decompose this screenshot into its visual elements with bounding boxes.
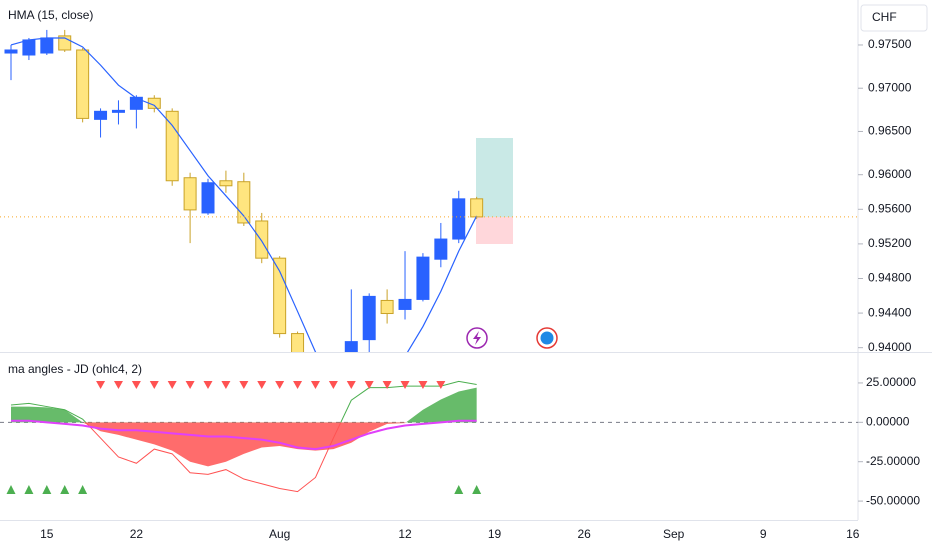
x-tick-label: Aug: [269, 527, 290, 541]
candle-body: [452, 198, 466, 240]
candle-body: [273, 257, 287, 335]
angle-line: [10, 380, 477, 493]
y-tick-label: 0.94400: [868, 305, 912, 319]
price-title: HMA (15, close): [8, 8, 93, 22]
x-tick-label: 12: [398, 527, 412, 541]
slow-line: [11, 419, 477, 451]
event-icon-bolt: [473, 331, 481, 345]
buy-marker: [24, 485, 34, 494]
sell-marker: [239, 381, 249, 389]
candle-body: [255, 220, 269, 259]
sell-marker: [418, 381, 428, 389]
x-tick-label: 22: [130, 527, 144, 541]
indicator-title: ma angles - JD (ohlc4, 2): [8, 362, 142, 376]
candle-body: [398, 298, 412, 310]
event-icon-dot: [540, 331, 554, 345]
x-tick-label: Sep: [663, 527, 685, 541]
x-tick-label: 15: [40, 527, 54, 541]
candle-body: [40, 37, 54, 54]
candle-body: [111, 109, 125, 113]
sell-marker: [203, 381, 213, 389]
sell-marker: [346, 381, 356, 389]
sell-marker: [328, 381, 338, 389]
candle-body: [219, 180, 233, 187]
buy-marker: [42, 485, 52, 494]
sell-marker: [310, 381, 320, 389]
x-tick-label: 19: [488, 527, 502, 541]
candle-body: [344, 341, 358, 352]
y-tick-label: -50.00000: [866, 493, 920, 507]
sell-marker: [113, 381, 123, 389]
y-tick-label: 0.95200: [868, 236, 912, 250]
y-tick-label: 0.94000: [868, 340, 912, 354]
sell-marker: [257, 381, 267, 389]
y-tick-label: 0.97500: [868, 37, 912, 51]
angle-area: [11, 387, 477, 467]
y-tick-label: 25.00000: [866, 375, 916, 389]
sell-marker: [382, 381, 392, 389]
candle-body: [416, 256, 430, 300]
candle-body: [291, 333, 305, 352]
y-tick-label: 0.96500: [868, 124, 912, 138]
buy-marker: [454, 485, 464, 494]
x-tick-label: 9: [760, 527, 767, 541]
sell-marker: [167, 381, 177, 389]
candle-body: [201, 182, 215, 214]
buy-marker: [6, 485, 16, 494]
candle-body: [76, 49, 90, 119]
candle-body: [129, 96, 143, 110]
sell-marker: [131, 381, 141, 389]
candle-body: [470, 198, 484, 218]
y-tick-label: 0.94800: [868, 271, 912, 285]
candle-body: [94, 110, 108, 120]
x-tick-label: 16: [846, 527, 860, 541]
candle-body: [434, 238, 448, 260]
sell-marker: [436, 381, 446, 389]
y-tick-label: 0.00000: [866, 414, 910, 428]
y-tick-label: 0.97000: [868, 80, 912, 94]
sell-marker: [293, 381, 303, 389]
sell-marker: [185, 381, 195, 389]
sell-marker: [275, 381, 285, 389]
candle-body: [380, 299, 394, 315]
y-tick-label: 0.96000: [868, 167, 912, 181]
indicator-pane: [0, 380, 858, 494]
sell-marker: [149, 381, 159, 389]
candle-body: [165, 110, 179, 182]
currency: CHF: [872, 10, 897, 24]
price-pane: [0, 29, 858, 352]
position-loss: [476, 217, 513, 244]
currency-box[interactable]: [860, 4, 928, 32]
candle-body: [4, 49, 18, 54]
sell-marker: [364, 381, 374, 389]
y-tick-label: 0.95600: [868, 201, 912, 215]
hma-line: [10, 37, 478, 352]
candle-body: [183, 177, 197, 211]
sell-marker: [221, 381, 231, 389]
buy-marker: [60, 485, 70, 494]
candle-body: [362, 295, 376, 341]
y-tick-label: -25.00000: [866, 454, 920, 468]
buy-marker: [472, 485, 482, 494]
candle-body: [22, 39, 36, 56]
sell-marker: [96, 381, 106, 389]
buy-marker: [78, 485, 88, 494]
sell-marker: [400, 381, 410, 389]
x-tick-label: 26: [577, 527, 591, 541]
